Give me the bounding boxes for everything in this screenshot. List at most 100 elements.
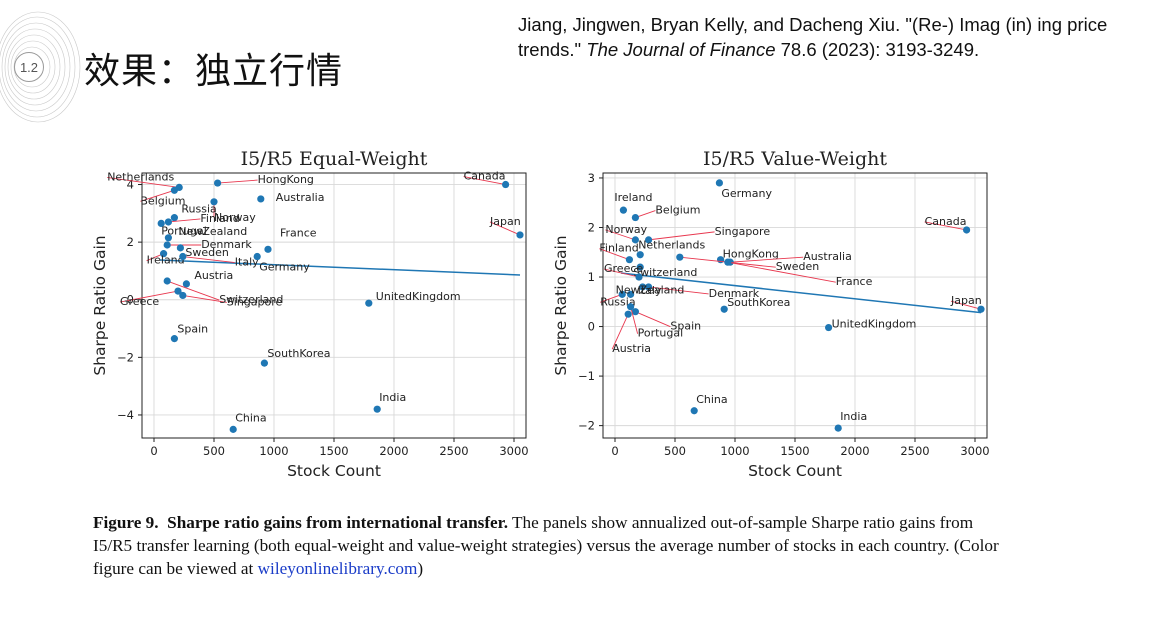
point-label: Sweden [185,246,228,259]
caption-body: The panels show annualized out-of-sample… [93,513,999,578]
x-tick-label: 1000 [259,444,288,458]
annotation-arrow [635,311,671,328]
data-point [257,195,265,203]
annotation-arrow [182,256,235,263]
point-label: Portugal [638,327,684,340]
annotation-arrow [950,300,982,310]
point-label: Norway [214,211,256,224]
point-label: UnitedKingdom [832,318,917,331]
data-point [720,305,728,313]
annotation-arrow [730,256,804,263]
data-point [627,303,635,311]
y-tick-label: 2 [127,235,134,249]
data-point [170,214,178,222]
annotation-arrow [600,293,623,303]
point-label: Norway [605,223,647,236]
data-point [631,213,640,222]
data-point [619,206,628,214]
y-tick-label: −2 [117,350,134,364]
y-axis-label: Sharpe Ratio Gain [552,235,570,375]
x-tick-label: 2500 [900,444,929,458]
point-label: SouthKorea [727,296,790,309]
x-tick-label: 3000 [499,444,528,458]
data-point [635,273,643,281]
x-axis-label: Stock Count [287,462,381,480]
caption-heading: Sharpe ratio gains from international tr… [167,513,509,532]
data-point [214,179,222,187]
point-label: Japan [489,215,521,228]
annotation-arrow [648,286,709,295]
point-label: Germany [259,261,310,274]
y-tick-label: 0 [588,320,595,334]
data-point [163,277,171,285]
slide-number-badge: 1.2 [14,52,44,82]
data-point [373,405,381,413]
data-point [365,299,373,307]
data-point [160,250,168,258]
data-point [639,283,647,291]
point-label: China [696,393,727,406]
point-label: Belgium [655,204,700,217]
y-tick-label: −4 [117,408,134,422]
annotation-arrow [611,313,629,350]
chart-title: I5/R5 Value-Weight [703,148,887,170]
data-point [636,251,644,259]
citation-details: 78.6 (2023): 3193-3249. [780,39,980,60]
x-tick-label: 500 [203,444,225,458]
point-label: Canada [925,215,967,228]
citation: Jiang, Jingwen, Bryan Kelly, and Dacheng… [518,12,1168,62]
data-point [627,290,635,298]
annotation-arrow [167,280,220,301]
x-axis-label: Stock Count [748,462,842,480]
data-point [631,308,640,316]
point-label: Netherlands [107,170,174,183]
point-label: Singapore [715,225,771,238]
point-label: HongKong [723,248,779,261]
point-label: Australia [803,250,852,263]
data-point [625,256,634,264]
data-point [164,234,172,242]
point-label: Russia [600,295,635,308]
data-point [163,241,171,249]
y-axis-label: Sharpe Ratio Gain [91,235,109,375]
annotation-arrow [727,261,836,283]
annotation-arrow [599,248,630,261]
point-label: Australia [276,191,325,204]
y-tick-label: 4 [127,178,134,192]
point-label: Switzerland [219,293,283,306]
data-point [502,180,510,189]
data-point [963,226,971,234]
x-tick-label: 0 [611,444,618,458]
point-label: Austria [194,269,233,282]
point-label: Singapore [227,295,283,308]
data-point [834,424,842,432]
point-label: France [280,226,317,239]
point-label: Russia [181,203,216,216]
annotation-arrow [140,189,175,202]
point-label: Belgium [140,194,185,207]
annotation-arrow [119,290,179,303]
point-label: Greece [120,295,159,308]
citation-authors: Jiang, Jingwen, Bryan Kelly, and Dacheng… [518,14,901,35]
point-label: Ireland [614,191,652,204]
x-tick-label: 0 [150,444,157,458]
point-label: UnitedKingdom [376,290,461,303]
chart-title: I5/R5 Equal-Weight [241,148,428,170]
data-point [724,258,732,266]
data-point [182,280,190,288]
point-label: France [836,275,873,288]
annotation-arrow [107,176,180,188]
point-label: Japan [950,294,982,307]
figure-caption: Figure 9. Sharpe ratio gains from intern… [93,511,1013,580]
data-point [516,231,524,239]
data-point [260,359,268,367]
caption-link[interactable]: wileyonlinelibrary.com [257,559,418,578]
point-label: Canada [464,170,506,183]
annotation-arrow [217,179,258,184]
annotation-arrow [463,176,506,185]
data-point [179,291,187,300]
x-tick-label: 2500 [439,444,468,458]
point-label: Spain [670,320,701,333]
trend-line [620,272,982,314]
